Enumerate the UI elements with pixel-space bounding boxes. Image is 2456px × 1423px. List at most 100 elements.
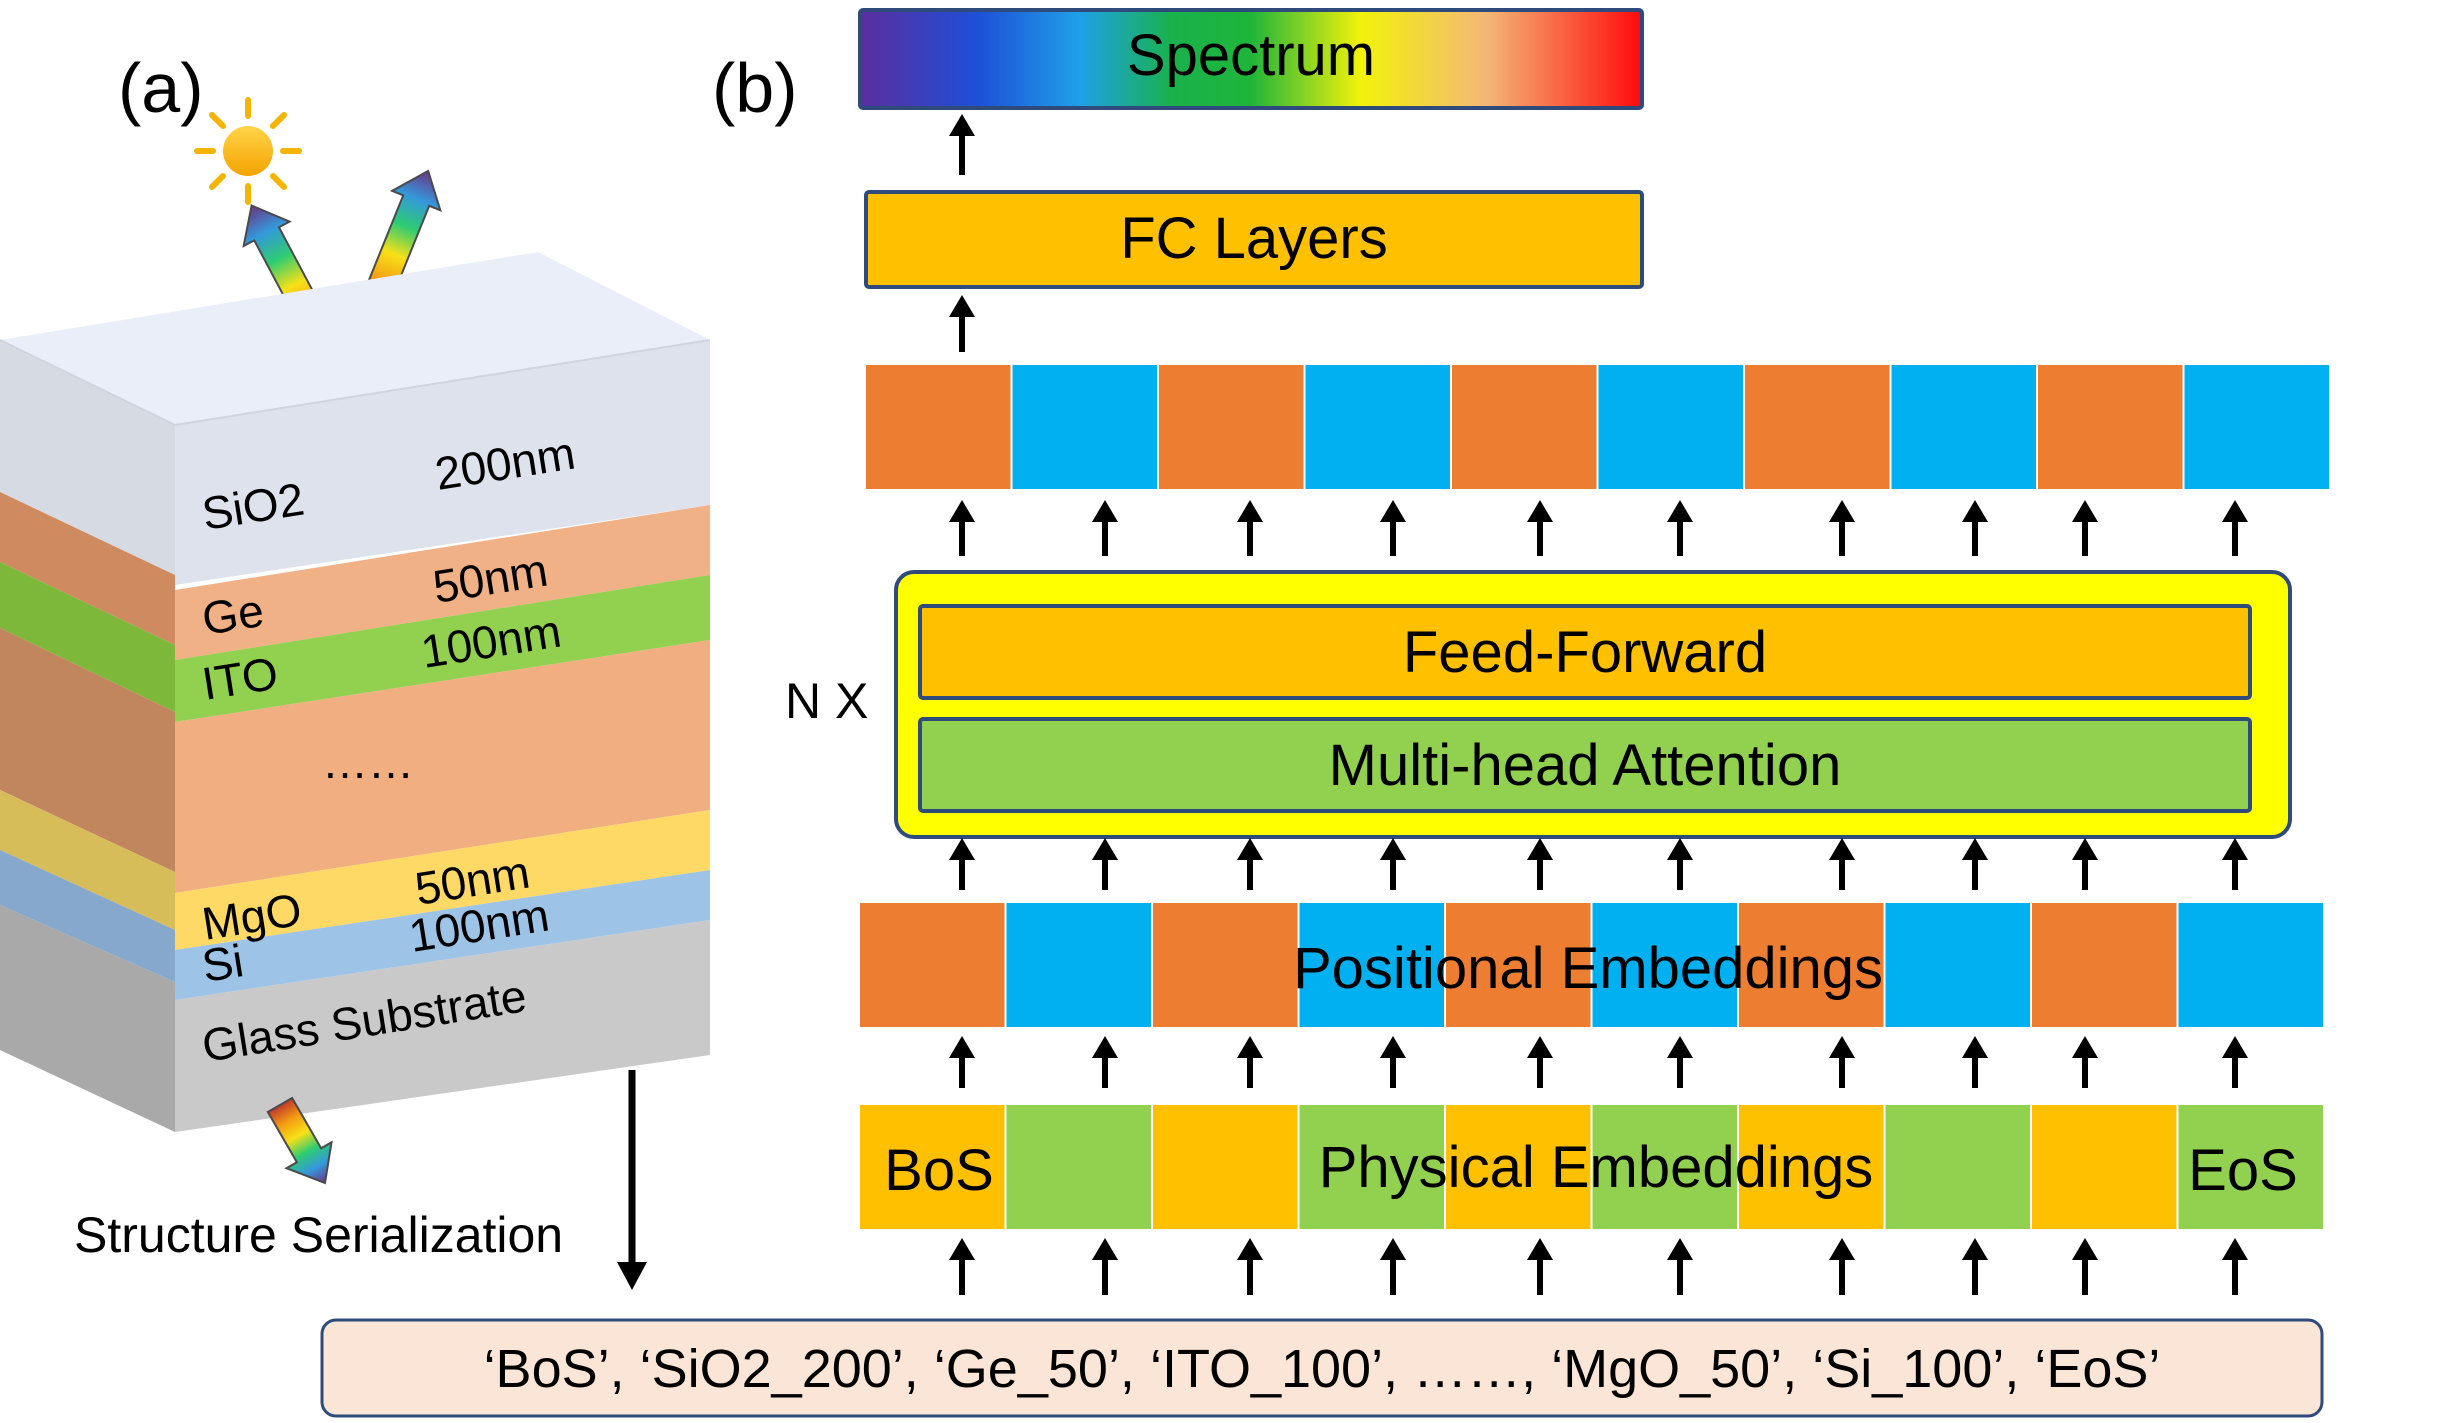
up-arrow-icon [949,838,975,890]
positional-token-4 [1299,903,1444,1027]
sun-icon [194,97,302,205]
up-arrow-icon [949,114,975,175]
output-token-2 [1012,365,1157,489]
up-arrow-icon [949,295,975,352]
panel-b-label: (b) [712,49,798,127]
physical-token-9 [2032,1105,2177,1229]
output-token-6 [1598,365,1743,489]
physical-embeddings-label: Physical Embeddings [1319,1135,1874,1200]
physical-token-1 [860,1105,1005,1229]
output-token-5 [1452,365,1597,489]
fc-layers-label: FC Layers [1120,206,1388,271]
output-token-8 [1891,365,2036,489]
output-token-row [866,365,2329,489]
up-arrow-icon [1829,500,1855,556]
positional-token-9 [2032,903,2177,1027]
up-arrow-icon [2072,500,2098,556]
positional-token-5 [1446,903,1591,1027]
positional-token-3 [1153,903,1298,1027]
up-arrow-icon [2072,838,2098,890]
output-token-10 [2184,365,2329,489]
layer-ito-material: ITO [198,647,281,710]
up-arrow-icon [1380,1238,1406,1295]
spectrum-bar [858,8,1644,110]
up-arrow-icon [1527,1238,1553,1295]
token-sequence-box [320,1318,2324,1418]
up-arrow-icon [2222,1036,2248,1088]
transmitted-light-arrow-icon [266,1096,333,1185]
panel-a-label: (a) [118,49,204,127]
up-arrow-icon [2222,838,2248,890]
up-arrow-icon [1380,838,1406,890]
up-arrow-icon [1380,1036,1406,1088]
positional-token-10 [2178,903,2323,1027]
panel-a: (a) [0,49,711,1290]
up-arrow-icon [1092,1238,1118,1295]
up-arrow-icon [1092,1036,1118,1088]
token-sequence-text: ‘BoS’, ‘SiO2_200’, ‘Ge_50’, ‘ITO_100’, …… [484,1339,2161,1399]
up-arrow-icon [1667,838,1693,890]
physical-token-6 [1592,1105,1737,1229]
up-arrow-icon [949,1238,975,1295]
up-arrow-icon [1962,838,1988,890]
output-token-3 [1159,365,1304,489]
physical-token-4 [1299,1105,1444,1229]
spectrum-label: Spectrum [1127,23,1375,88]
physical-embedding-row [860,1105,2323,1229]
up-arrow-icon [949,1036,975,1088]
up-arrow-icon [1527,838,1553,890]
feed-forward-label: Feed-Forward [1403,620,1767,685]
repeat-label: N X [785,673,868,729]
layer-ge-material: Ge [198,584,267,645]
bos-token-label: BoS [884,1138,994,1203]
up-arrow-icon [1527,500,1553,556]
layer-labels: SiO2 200nm Ge 50nm ITO 100nm …… MgO 50nm… [198,427,578,1072]
physical-token-2 [1006,1105,1151,1229]
up-arrow-icon [1667,1036,1693,1088]
up-arrow-icon [1962,1036,1988,1088]
positional-token-7 [1739,903,1884,1027]
panel-b: (b) Spectrum FC Layers Feed-Forward Mult… [320,8,2329,1418]
up-arrow-icon [1527,1036,1553,1088]
multilayer-stack [0,252,711,1132]
up-arrow-icon [1829,838,1855,890]
up-arrow-icon [1667,500,1693,556]
up-arrow-icon [1380,500,1406,556]
multi-head-attention-label: Multi-head Attention [1329,733,1842,798]
up-arrow-icon [1667,1238,1693,1295]
up-arrow-icon [1829,1238,1855,1295]
physical-token-3 [1153,1105,1298,1229]
up-arrow-icon [1237,838,1263,890]
physical-token-8 [1885,1105,2030,1229]
eos-token-label: EoS [2188,1138,2298,1203]
output-token-7 [1745,365,1890,489]
up-arrow-icon [2222,500,2248,556]
up-arrow-icon [1092,838,1118,890]
positional-embedding-row [860,903,2323,1027]
up-arrow-icon [1237,1036,1263,1088]
up-arrow-icon [2072,1238,2098,1295]
positional-token-1 [860,903,1005,1027]
fc-layers-box [864,190,1644,289]
positional-embeddings-label: Positional Embeddings [1293,936,1883,1001]
multi-head-attention-box [918,717,2252,813]
up-arrow-icon [1092,500,1118,556]
up-arrow-icon [2072,1036,2098,1088]
output-token-9 [2038,365,2183,489]
physical-token-7 [1739,1105,1884,1229]
layer-ellipsis: …… [322,736,414,788]
flow-arrows [949,114,2248,1295]
physical-token-5 [1446,1105,1591,1229]
feed-forward-box [918,604,2252,700]
positional-token-8 [1885,903,2030,1027]
positional-token-2 [1006,903,1151,1027]
serialization-arrow-icon [617,1070,647,1290]
structure-serialization-label: Structure Serialization [74,1207,563,1263]
up-arrow-icon [2222,1238,2248,1295]
up-arrow-icon [1829,1036,1855,1088]
physical-token-10 [2178,1105,2323,1229]
up-arrow-icon [949,500,975,556]
up-arrow-icon [1962,500,1988,556]
up-arrow-icon [1962,1238,1988,1295]
